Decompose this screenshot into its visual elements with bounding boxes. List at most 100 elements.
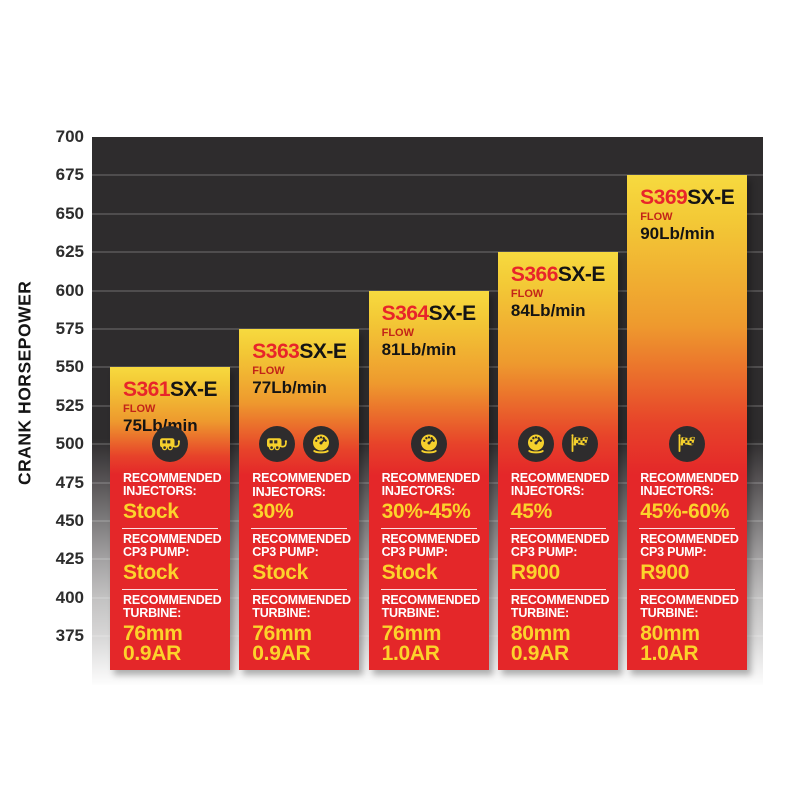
spec-section: RECOMMENDED INJECTORS: 30%	[251, 468, 351, 528]
icon-row	[627, 426, 747, 463]
model-suffix: SX-E	[687, 186, 735, 210]
y-tick-600: 600	[55, 280, 84, 300]
icon-row	[110, 426, 230, 463]
spec-label: RECOMMENDED CP3 PUMP:	[381, 532, 481, 560]
bar-s361: S361SX-E FLOW 75Lb/min RECOMMENDED INJECTO…	[110, 367, 230, 670]
flow-label: FLOW	[381, 326, 414, 339]
model-number: S364	[381, 301, 430, 325]
gridline-675	[92, 174, 763, 177]
model-number: S369	[640, 186, 688, 210]
model-suffix: SX-E	[557, 263, 606, 287]
spec-label: RECOMMENDED CP3 PUMP:	[640, 532, 739, 560]
y-tick-700: 700	[55, 127, 84, 146]
spec-value: 76mm 0.9AR	[252, 621, 312, 665]
bar-model-title: S366SX-E	[498, 252, 618, 285]
spec-label: RECOMMENDED INJECTORS:	[381, 471, 481, 499]
spec-label: RECOMMENDED INJECTORS:	[123, 471, 222, 499]
model-number: S366	[510, 263, 559, 287]
flow-value: 84Lb/min	[510, 301, 586, 321]
spec-label: RECOMMENDED TURBINE:	[640, 592, 739, 621]
bar-specs: RECOMMENDED INJECTORS: 30%-45% RECOMMENDED…	[369, 426, 489, 670]
gridline-650	[92, 212, 763, 215]
camper-icon-badge	[152, 426, 188, 463]
flow-label: FLOW	[252, 365, 285, 377]
spec-label: RECOMMENDED TURBINE:	[252, 592, 351, 621]
spec-label: RECOMMENDED INJECTORS:	[252, 471, 351, 499]
spec-value: Stock	[252, 560, 308, 584]
bar-model-title: S363SX-E	[239, 329, 359, 362]
bar-s366: S366SX-E FLOW 84Lb/min RECOMMEND	[497, 252, 618, 670]
flow-value: 81Lb/min	[381, 339, 457, 359]
y-tick-500: 500	[55, 434, 84, 454]
plot-area: S361SX-E FLOW 75Lb/min RECOMMENDED INJECTO…	[92, 137, 763, 685]
spec-value: 80mm 1.0AR	[640, 621, 700, 665]
spec-section: RECOMMENDED CP3 PUMP: Stock	[122, 528, 222, 589]
gauge-icon	[420, 434, 437, 454]
flow-value: 90Lb/min	[640, 224, 715, 244]
spec-value: 80mm 0.9AR	[510, 621, 571, 665]
bar-s369: S369SX-E FLOW 90Lb/min RECOMMENDED INJECTO…	[627, 175, 748, 670]
spec-value: Stock	[123, 499, 179, 523]
spec-label: RECOMMENDED TURBINE:	[510, 592, 610, 621]
spec-label: RECOMMENDED TURBINE:	[381, 592, 481, 621]
gauge-icon	[313, 434, 330, 454]
spec-section: RECOMMENDED INJECTORS: 45%	[510, 468, 610, 528]
y-tick-525: 525	[55, 395, 84, 415]
spec-value: 30%-45%	[381, 499, 471, 523]
y-tick-375: 375	[55, 626, 84, 646]
spec-section: RECOMMENDED INJECTORS: 30%-45%	[381, 468, 481, 528]
flow-label: FLOW	[123, 403, 156, 416]
flag-icon	[571, 434, 588, 453]
spec-section: RECOMMENDED INJECTORS: Stock	[122, 468, 222, 528]
bar-s364: S364SX-E FLOW 81Lb/min RECOMMENDED INJECTO…	[368, 290, 489, 670]
gauge-icon	[527, 434, 544, 454]
bar-s363: S363SX-E FLOW 77Lb/min RECOMMENDED INJECTO…	[239, 329, 360, 670]
bar-specs: RECOMMENDED INJECTORS: 45% RECOMMENDED CP3…	[498, 426, 618, 670]
model-suffix: SX-E	[299, 340, 347, 363]
bar-model-title: S361SX-E	[110, 367, 230, 400]
bar-model-title: S369SX-E	[627, 175, 747, 208]
camper-icon	[160, 438, 180, 451]
spec-section: RECOMMENDED CP3 PUMP: Stock	[380, 528, 481, 589]
y-tick-650: 650	[55, 203, 84, 223]
spec-section: RECOMMENDED CP3 PUMP: R900	[639, 528, 739, 589]
spec-value: 30%	[252, 499, 294, 523]
bar-specs: RECOMMENDED INJECTORS: 30% RECOMMENDED CP3…	[239, 426, 359, 670]
gauge-icon-badge	[410, 426, 447, 463]
flow-value: 77Lb/min	[252, 378, 327, 397]
y-tick-475: 475	[55, 472, 84, 492]
spec-label: RECOMMENDED INJECTORS:	[510, 471, 610, 499]
model-number: S363	[252, 340, 300, 363]
y-tick-575: 575	[55, 319, 84, 338]
bar-specs: RECOMMENDED INJECTORS: Stock RECOMMENDED C…	[110, 426, 230, 670]
spec-section: RECOMMENDED TURBINE: 80mm 1.0AR	[639, 588, 739, 670]
icon-row	[369, 426, 489, 463]
bar-specs: RECOMMENDED INJECTORS: 45%-60% RECOMMENDED…	[627, 426, 747, 670]
spec-value: R900	[640, 560, 690, 584]
gauge-icon-badge	[517, 426, 554, 463]
spec-section: RECOMMENDED TURBINE: 76mm 0.9AR	[251, 588, 351, 670]
spec-section: RECOMMENDED CP3 PUMP: Stock	[251, 528, 351, 589]
flow-label: FLOW	[640, 211, 673, 224]
y-tick-550: 550	[55, 357, 84, 377]
spec-section: RECOMMENDED TURBINE: 76mm 0.9AR	[122, 588, 222, 670]
flow-label: FLOW	[510, 288, 544, 301]
y-tick-450: 450	[55, 511, 84, 530]
spec-label: RECOMMENDED TURBINE:	[123, 592, 222, 621]
y-tick-675: 675	[55, 165, 84, 185]
spec-value: R900	[510, 560, 560, 584]
spec-value: 45%-60%	[640, 499, 730, 523]
flag-icon	[678, 434, 696, 453]
spec-value: 76mm 1.0AR	[381, 621, 442, 665]
model-suffix: SX-E	[428, 301, 477, 325]
spec-label: RECOMMENDED CP3 PUMP:	[252, 532, 351, 560]
camper-icon-badge	[259, 426, 296, 463]
icon-row	[498, 426, 618, 463]
model-suffix: SX-E	[170, 378, 218, 402]
spec-value: Stock	[381, 560, 438, 584]
icon-row	[239, 426, 359, 463]
spec-value: Stock	[123, 560, 179, 584]
y-tick-400: 400	[55, 587, 84, 607]
gridline-625	[92, 251, 763, 254]
